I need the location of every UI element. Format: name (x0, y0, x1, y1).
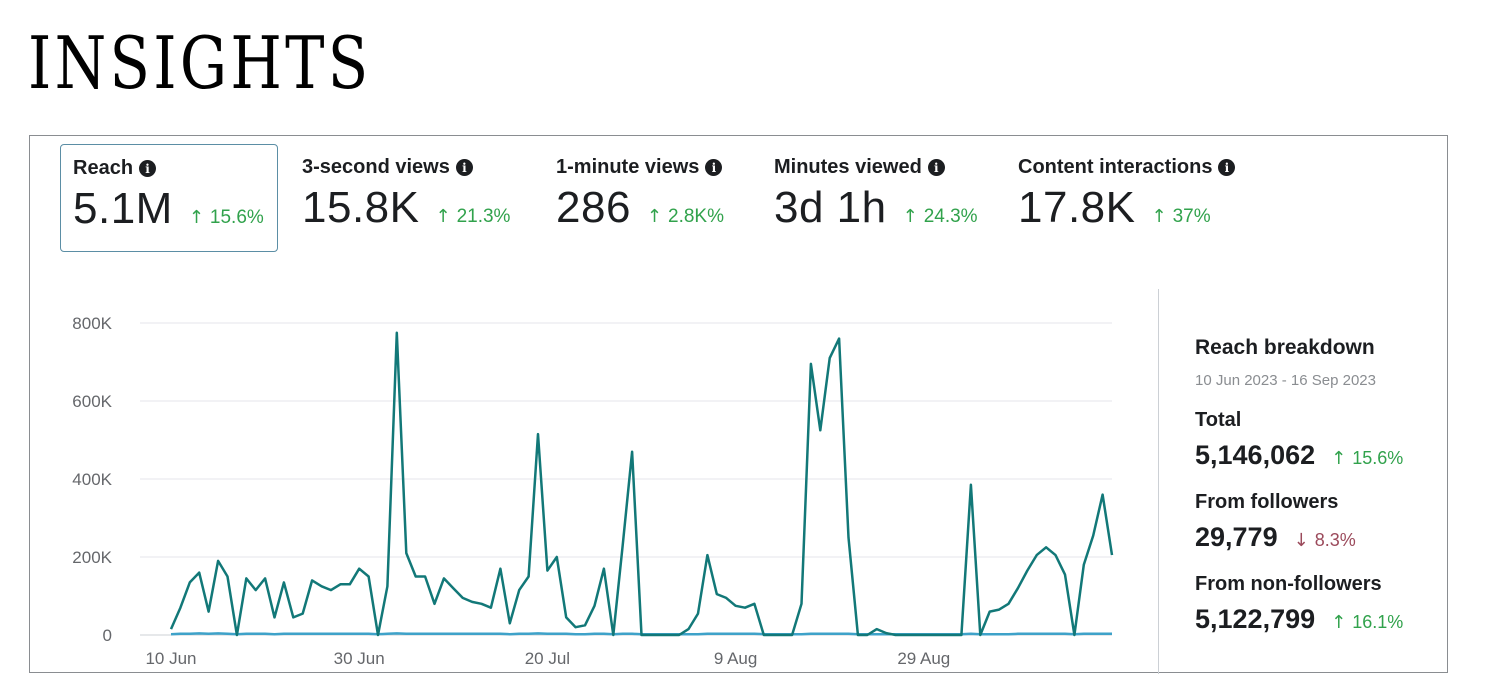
breakdown-label-non-followers: From non-followers (1195, 573, 1382, 595)
arrow-up-icon: ↑ (435, 206, 451, 227)
x-tick-label: 9 Aug (714, 649, 758, 668)
arrow-up-icon: ↑ (188, 207, 204, 228)
metric-label: 3-second views i (302, 156, 528, 179)
arrow-down-icon: ↓ (1293, 530, 1309, 551)
metric-value: 15.8K (302, 183, 420, 232)
y-tick-label: 200K (72, 548, 112, 567)
metric-value: 286 (556, 183, 631, 232)
arrow-up-icon: ↑ (1331, 612, 1347, 633)
x-tick-label: 10 Jun (145, 649, 196, 668)
metric-value: 17.8K (1018, 183, 1136, 232)
arrow-up-icon: ↑ (646, 206, 663, 227)
y-tick-label: 400K (72, 470, 112, 489)
y-tick-label: 800K (72, 314, 112, 333)
breakdown-change-followers: ↓ 8.3% (1293, 530, 1356, 551)
insights-panel: Reach i 5.1M ↑ 15.6% 3-second views i 15… (29, 135, 1448, 674)
metric-label: 1-minute views i (556, 156, 747, 179)
y-tick-label: 600K (72, 392, 112, 411)
y-tick-label: 0 (103, 626, 112, 645)
reach-series-line[interactable] (169, 331, 1114, 637)
page-title: INSIGHTS (28, 21, 372, 105)
arrow-up-icon: ↑ (1331, 448, 1347, 469)
info-icon[interactable]: i (927, 159, 945, 176)
metric-card-1-minute-views[interactable]: 1-minute views i 286 ↑ 2.8K% (544, 144, 759, 252)
breakdown-value-non-followers: 5,122,799 (1195, 604, 1316, 634)
breakdown-date-range: 10 Jun 2023 - 16 Sep 2023 (1195, 372, 1376, 389)
info-icon[interactable]: i (139, 160, 157, 177)
metric-change: ↑ 15.6% (188, 207, 264, 228)
metric-change: ↑ 37% (1151, 206, 1211, 227)
metric-card-3-second-views[interactable]: 3-second views i 15.8K ↑ 21.3% (290, 144, 540, 252)
info-icon[interactable]: i (455, 159, 473, 176)
info-icon[interactable]: i (1218, 159, 1236, 176)
metric-label: Reach i (73, 157, 265, 180)
arrow-up-icon: ↑ (902, 206, 918, 227)
metric-change: ↑ 21.3% (435, 206, 511, 227)
metric-label: Minutes viewed i (774, 156, 990, 179)
metric-change: ↑ 24.3% (902, 206, 978, 227)
reach-line-chart[interactable]: 0 200K 400K 600K 800K 10 Jun 30 Jun 20 Jul 9 Aug… (30, 276, 1150, 674)
breakdown-label-total: Total (1195, 409, 1242, 431)
arrow-up-icon: ↑ (1151, 206, 1167, 227)
breakdown-change-non-followers: ↑ 16.1% (1331, 612, 1404, 633)
metric-label: Content interactions i (1018, 156, 1264, 179)
x-tick-label: 29 Aug (897, 649, 950, 668)
breakdown-title: Reach breakdown (1195, 336, 1375, 359)
breakdown-value-total: 5,146,062 (1195, 440, 1316, 470)
metric-change: ↑ 2.8K% (646, 206, 724, 227)
divider (1158, 289, 1159, 674)
breakdown-value-followers: 29,779 (1195, 522, 1278, 552)
reach-breakdown: Reach breakdown 10 Jun 2023 - 16 Sep 202… (1195, 336, 1440, 635)
x-tick-label: 20 Jul (525, 649, 570, 668)
metric-card-reach[interactable]: Reach i 5.1M ↑ 15.6% (60, 144, 278, 252)
info-icon[interactable]: i (705, 159, 723, 176)
metric-card-minutes-viewed[interactable]: Minutes viewed i 3d 1h ↑ 24.3% (762, 144, 1002, 252)
metric-value: 5.1M (73, 184, 173, 233)
metric-card-content-interactions[interactable]: Content interactions i 17.8K ↑ 37% (1006, 144, 1276, 252)
breakdown-change-total: ↑ 15.6% (1331, 448, 1404, 469)
metric-value: 3d 1h (774, 183, 887, 232)
x-tick-label: 30 Jun (334, 649, 385, 668)
breakdown-label-followers: From followers (1195, 491, 1339, 513)
